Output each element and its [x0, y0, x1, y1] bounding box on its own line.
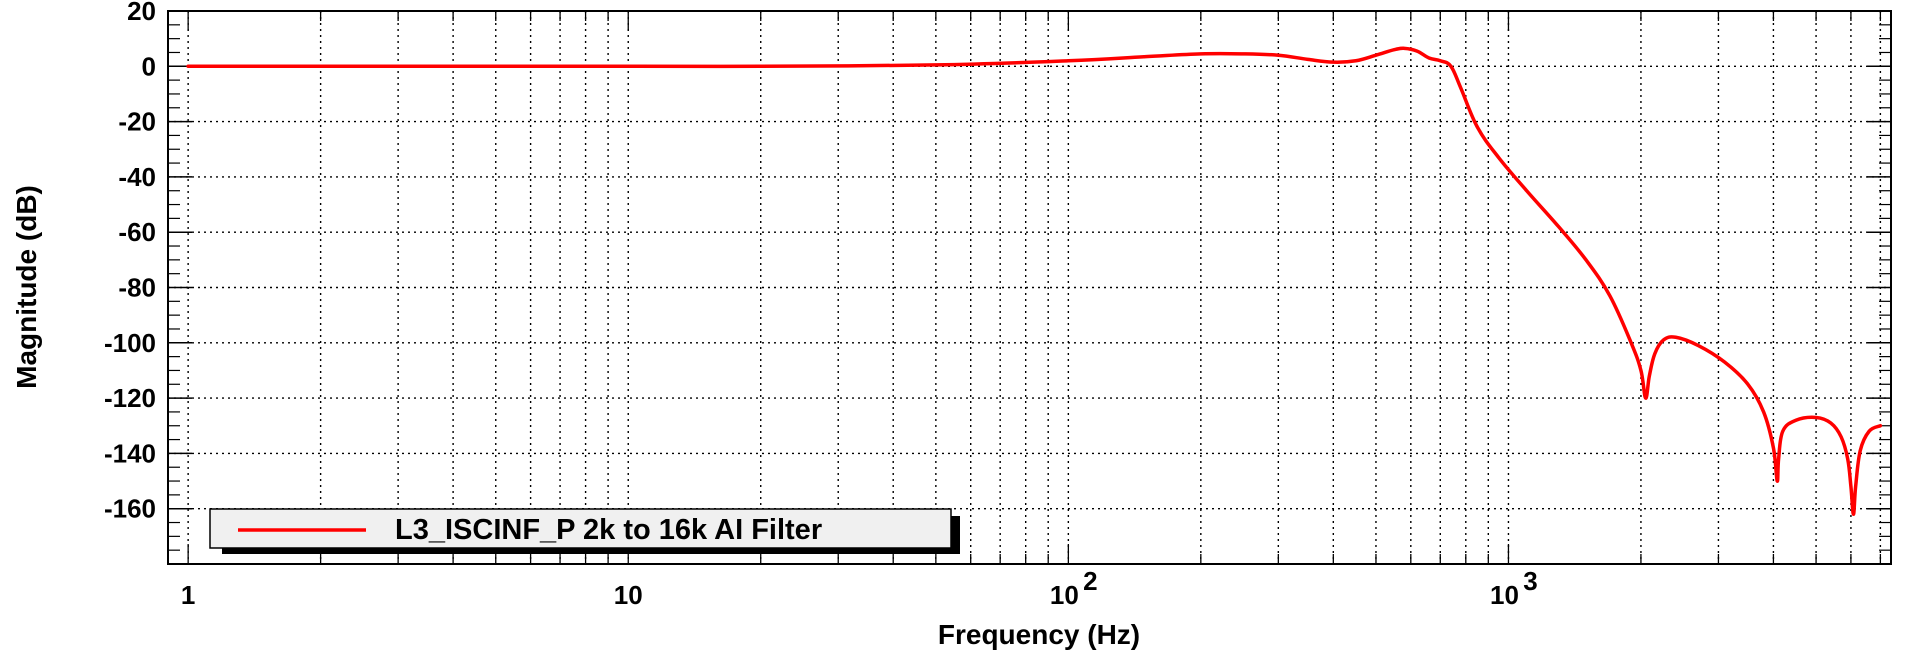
- x-tick-exponent: 2: [1083, 566, 1097, 596]
- y-tick-label: -60: [118, 217, 156, 247]
- legend-label: L3_ISCINF_P 2k to 16k AI Filter: [395, 514, 822, 546]
- x-tick-labels: 1 10 10 2 10 3: [181, 566, 1538, 610]
- x-axis-title: Frequency (Hz): [938, 619, 1140, 650]
- y-tick-label: -100: [104, 328, 156, 358]
- y-tick-label: -20: [118, 107, 156, 137]
- x-tick-label: 10: [1050, 580, 1079, 610]
- minor-ticks: [168, 10, 1891, 564]
- y-tick-label: -40: [118, 162, 156, 192]
- plot-frame: [167, 10, 1892, 565]
- y-tick-label: -80: [118, 273, 156, 303]
- x-tick-label: 10: [614, 580, 643, 610]
- x-tick-label: 1: [181, 580, 195, 610]
- y-tick-labels: 20 0 -20 -40 -60 -80 -100 -120 -140 -160: [104, 0, 156, 524]
- y-axis-title: Magnitude (dB): [11, 185, 42, 389]
- y-tick-label: -120: [104, 383, 156, 413]
- x-tick-label: 10: [1490, 580, 1519, 610]
- y-tick-label: -160: [104, 494, 156, 524]
- y-tick-label: 20: [127, 0, 156, 26]
- y-tick-label: -140: [104, 438, 156, 468]
- x-tick-exponent: 3: [1523, 566, 1537, 596]
- y-tick-label: 0: [142, 51, 156, 81]
- series-line: [186, 46, 1883, 516]
- legend: L3_ISCINF_P 2k to 16k AI Filter: [209, 508, 960, 554]
- series-layer: [186, 46, 1883, 516]
